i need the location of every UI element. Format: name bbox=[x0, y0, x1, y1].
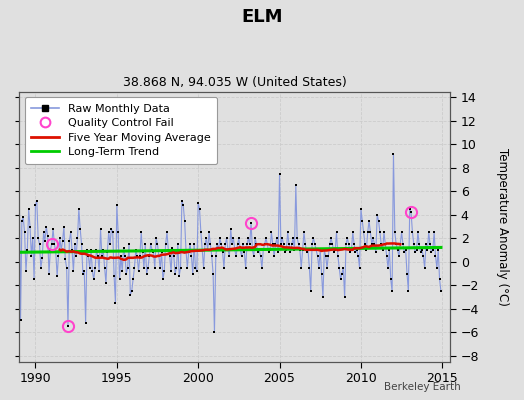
Text: ELM: ELM bbox=[241, 8, 283, 26]
Legend: Raw Monthly Data, Quality Control Fail, Five Year Moving Average, Long-Term Tren: Raw Monthly Data, Quality Control Fail, … bbox=[25, 97, 217, 164]
Text: Berkeley Earth: Berkeley Earth bbox=[385, 382, 461, 392]
Title: 38.868 N, 94.035 W (United States): 38.868 N, 94.035 W (United States) bbox=[123, 76, 347, 89]
Y-axis label: Temperature Anomaly (°C): Temperature Anomaly (°C) bbox=[496, 148, 509, 306]
